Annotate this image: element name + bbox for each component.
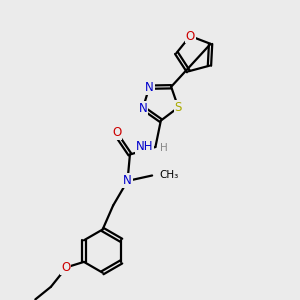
Text: O: O <box>61 261 70 274</box>
Text: CH₃: CH₃ <box>160 170 179 180</box>
Text: O: O <box>186 29 195 43</box>
Text: NH: NH <box>136 140 153 154</box>
Text: N: N <box>145 81 154 94</box>
Text: H: H <box>160 143 168 153</box>
Text: N: N <box>123 174 132 187</box>
Text: O: O <box>112 126 121 139</box>
Text: N: N <box>139 102 147 115</box>
Text: S: S <box>175 101 182 114</box>
